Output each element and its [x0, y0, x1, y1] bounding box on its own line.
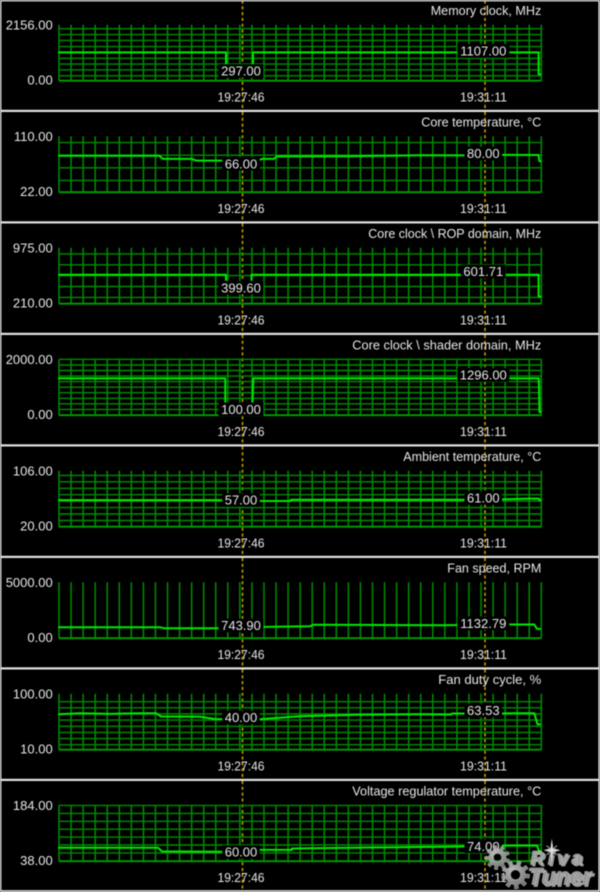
svg-text:184.00: 184.00: [13, 798, 53, 813]
svg-text:60.00: 60.00: [225, 845, 258, 860]
svg-text:Fan speed, RPM: Fan speed, RPM: [447, 561, 541, 576]
svg-text:57.00: 57.00: [225, 493, 258, 508]
svg-text:100.00: 100.00: [13, 687, 53, 702]
svg-text:210.00: 210.00: [13, 296, 53, 311]
svg-text:80.00: 80.00: [467, 146, 500, 161]
svg-text:2156.00: 2156.00: [6, 18, 53, 33]
svg-text:975.00: 975.00: [13, 241, 53, 256]
svg-text:Voltage regulator temperature,: Voltage regulator temperature, °C: [352, 784, 541, 799]
svg-text:74.00: 74.00: [467, 839, 500, 854]
svg-text:106.00: 106.00: [13, 464, 53, 479]
svg-text:0.00: 0.00: [27, 407, 52, 422]
svg-text:743.90: 743.90: [221, 618, 261, 633]
svg-text:5000.00: 5000.00: [6, 575, 53, 590]
svg-text:19:31:11: 19:31:11: [460, 870, 507, 885]
svg-text:19:27:46: 19:27:46: [218, 870, 265, 885]
svg-text:Memory clock, MHz: Memory clock, MHz: [431, 3, 542, 18]
svg-text:19:31:11: 19:31:11: [460, 535, 507, 550]
svg-text:110.00: 110.00: [14, 129, 53, 144]
svg-text:0.00: 0.00: [27, 73, 52, 88]
svg-text:10.00: 10.00: [20, 742, 53, 757]
svg-text:1296.00: 1296.00: [460, 368, 507, 383]
svg-text:399.60: 399.60: [221, 280, 261, 295]
svg-text:19:27:46: 19:27:46: [218, 312, 265, 327]
svg-text:100.00: 100.00: [221, 402, 261, 417]
svg-text:19:27:46: 19:27:46: [218, 758, 265, 773]
svg-text:Fan duty cycle, %: Fan duty cycle, %: [438, 672, 541, 687]
svg-text:19:27:46: 19:27:46: [218, 647, 265, 662]
svg-text:0.00: 0.00: [27, 630, 52, 645]
svg-text:1107.00: 1107.00: [460, 44, 506, 59]
svg-text:19:31:11: 19:31:11: [460, 424, 507, 439]
svg-text:1132.79: 1132.79: [460, 616, 506, 631]
svg-text:19:27:46: 19:27:46: [218, 535, 265, 550]
svg-text:63.53: 63.53: [467, 703, 500, 718]
svg-text:Core clock \ shader domain, MH: Core clock \ shader domain, MHz: [352, 338, 541, 353]
svg-text:Ambient temperature, °C: Ambient temperature, °C: [403, 449, 541, 464]
svg-text:Tuner: Tuner: [528, 864, 594, 891]
svg-text:19:31:11: 19:31:11: [460, 758, 507, 773]
svg-text:19:31:11: 19:31:11: [460, 312, 507, 327]
svg-text:Core clock \ ROP domain, MHz: Core clock \ ROP domain, MHz: [368, 226, 541, 241]
svg-text:20.00: 20.00: [20, 519, 53, 534]
svg-text:297.00: 297.00: [221, 64, 261, 79]
svg-text:40.00: 40.00: [225, 710, 258, 725]
svg-text:22.00: 22.00: [20, 184, 53, 199]
svg-text:19:31:11: 19:31:11: [460, 647, 507, 662]
svg-text:Tuner: Tuner: [530, 866, 596, 892]
svg-text:Core temperature, °C: Core temperature, °C: [421, 115, 541, 130]
svg-text:19:27:46: 19:27:46: [218, 201, 265, 216]
svg-text:2000.00: 2000.00: [6, 352, 53, 367]
svg-text:19:27:46: 19:27:46: [218, 89, 265, 104]
svg-text:19:27:46: 19:27:46: [218, 424, 265, 439]
svg-text:66.00: 66.00: [225, 156, 258, 171]
svg-text:19:31:11: 19:31:11: [460, 201, 507, 216]
svg-text:61.00: 61.00: [467, 491, 500, 506]
svg-text:601.71: 601.71: [463, 264, 503, 279]
svg-text:38.00: 38.00: [20, 853, 53, 868]
svg-text:19:31:11: 19:31:11: [460, 89, 507, 104]
